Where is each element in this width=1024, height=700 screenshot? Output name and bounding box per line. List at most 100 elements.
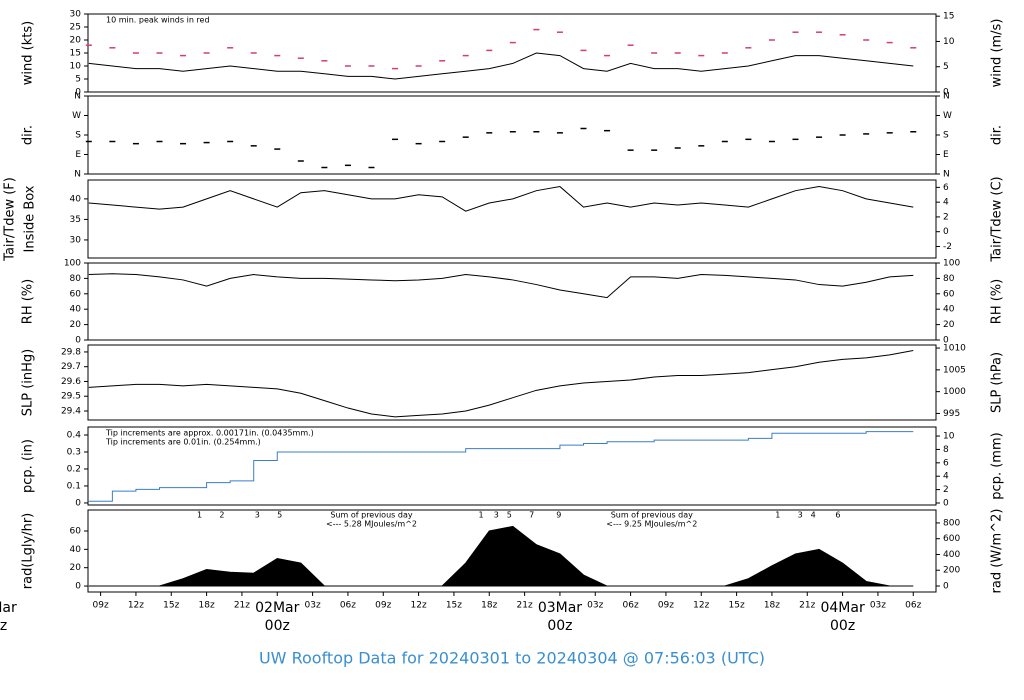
y-tick-label: 5 xyxy=(75,75,81,85)
x-tick-label: 06z xyxy=(623,601,639,611)
panel-frame xyxy=(87,262,937,341)
y2-tick-label: N xyxy=(943,92,950,102)
line xyxy=(88,431,914,502)
y-tick-label: 0.2 xyxy=(67,464,81,474)
annotation: 5 xyxy=(507,511,512,520)
annotation: Sum of previous day xyxy=(330,511,412,520)
y-tick-label: 10 xyxy=(70,62,82,72)
y2-tick-label: 400 xyxy=(943,550,960,560)
y-axis-label: SLP (inHg) xyxy=(21,349,36,417)
y-tick-label: N xyxy=(74,92,81,102)
panel-frame xyxy=(87,426,937,506)
y-tick-label: 0.1 xyxy=(67,481,81,491)
annotation: 9 xyxy=(556,511,561,520)
note: Tip increments are 0.01in. (0.254mm.) xyxy=(105,438,261,447)
x-tick-label: 06z xyxy=(905,601,921,611)
y2-tick-label: -2 xyxy=(943,242,952,252)
y2-tick-label: 4 xyxy=(943,198,949,208)
y2-axis-label: RH (%) xyxy=(990,279,1005,324)
y-tick-label: 20 xyxy=(70,563,82,573)
x-tick-label: 03z xyxy=(870,601,886,611)
x-tick-label: 03z xyxy=(305,601,321,611)
y-tick-label: 40 xyxy=(70,305,82,315)
y-tick-label: 30 xyxy=(70,10,82,20)
day-label: 01Mar xyxy=(0,600,17,616)
y2-tick-label: 0 xyxy=(943,336,949,346)
y-tick-label: 0.3 xyxy=(67,447,81,457)
y2-axis-label: Tair/Tdew (C) xyxy=(990,176,1005,262)
y2-tick-label: 0 xyxy=(943,498,949,508)
y-tick-label: 30 xyxy=(70,235,82,245)
x-tick-label: 18z xyxy=(199,601,215,611)
y-tick-label: 0 xyxy=(75,88,81,98)
y2-tick-label: 15 xyxy=(943,12,954,22)
y2-tick-label: W xyxy=(943,111,952,121)
x-tick-label: 18z xyxy=(764,601,780,611)
y2-tick-label: 600 xyxy=(943,534,960,544)
annotation: 1 xyxy=(775,511,780,520)
y2-tick-label: 6 xyxy=(943,183,949,193)
y2-tick-label: 0 xyxy=(943,582,949,592)
day-time-label: 00z xyxy=(265,618,290,634)
x-tick-label: 09z xyxy=(658,601,674,611)
x-tick-label: 12z xyxy=(128,601,144,611)
y-axis-label: wind (kts) xyxy=(21,21,36,85)
annotation: 5 xyxy=(277,511,282,520)
panel-frame xyxy=(87,509,937,593)
day-time-label: 00z xyxy=(830,618,855,634)
y2-tick-label: 2 xyxy=(943,485,949,495)
annotation: Sum of previous day xyxy=(611,511,693,520)
y2-axis-label: rad (W/m^2) xyxy=(990,509,1005,594)
y-tick-label: 60 xyxy=(70,527,82,537)
y-tick-label: 29.6 xyxy=(61,377,81,387)
y-axis-label: Tair/Tdew (F) xyxy=(3,177,18,262)
day-label: 02Mar xyxy=(255,600,299,616)
y2-tick-label: 40 xyxy=(943,305,955,315)
y2-tick-label: 60 xyxy=(943,289,955,299)
y-tick-label: 29.7 xyxy=(61,362,81,372)
y-axis-label: RH (%) xyxy=(21,279,36,324)
y2-tick-label: 10 xyxy=(943,37,955,47)
annotation: 3 xyxy=(255,511,260,520)
footer-title: UW Rooftop Data for 20240301 to 20240304… xyxy=(259,649,765,668)
y-tick-label: 20 xyxy=(70,320,82,330)
y2-tick-label: S xyxy=(943,131,949,141)
x-tick-label: 15z xyxy=(729,601,745,611)
x-tick-label: 12z xyxy=(693,601,709,611)
x-tick-label: 15z xyxy=(446,601,462,611)
panel-frame xyxy=(87,95,937,175)
y2-axis-label: SLP (hPa) xyxy=(990,352,1005,413)
x-tick-label: 06z xyxy=(340,601,356,611)
x-tick-label: 21z xyxy=(234,601,250,611)
panel-frame xyxy=(87,13,937,93)
y2-tick-label: E xyxy=(943,150,949,160)
y-tick-label: 0.4 xyxy=(67,430,82,440)
y2-axis-label: pcp. (mm) xyxy=(990,432,1005,499)
annotation: 1 xyxy=(197,511,202,520)
y2-tick-label: N xyxy=(943,170,950,180)
annotation: 1 xyxy=(478,511,483,520)
y-tick-label: 40 xyxy=(70,545,82,555)
x-tick-label: 15z xyxy=(163,601,179,611)
note: 10 min. peak winds in red xyxy=(106,16,210,25)
panel-frame xyxy=(87,344,937,421)
y-tick-label: 29.5 xyxy=(61,392,81,402)
y-axis-label: rad(Lgly/hr) xyxy=(21,513,36,589)
y2-tick-label: 4 xyxy=(943,472,949,482)
day-time-label: 00z xyxy=(547,618,572,634)
y-tick-label: 29.8 xyxy=(61,347,81,357)
y-axis-label: dir. xyxy=(21,125,36,145)
y-tick-label: S xyxy=(75,131,81,141)
y-tick-label: W xyxy=(72,111,81,121)
y-tick-label: 29.4 xyxy=(61,406,81,416)
y-tick-label: 40 xyxy=(70,194,82,204)
annotation: 3 xyxy=(798,511,803,520)
y-tick-label: 25 xyxy=(70,23,81,33)
y2-tick-label: 8 xyxy=(943,445,949,455)
line xyxy=(88,186,914,212)
y-tick-label: 0 xyxy=(75,582,81,592)
y2-tick-label: 5 xyxy=(943,62,949,72)
y2-tick-label: 10 xyxy=(943,432,955,442)
panel-frame xyxy=(87,179,937,259)
